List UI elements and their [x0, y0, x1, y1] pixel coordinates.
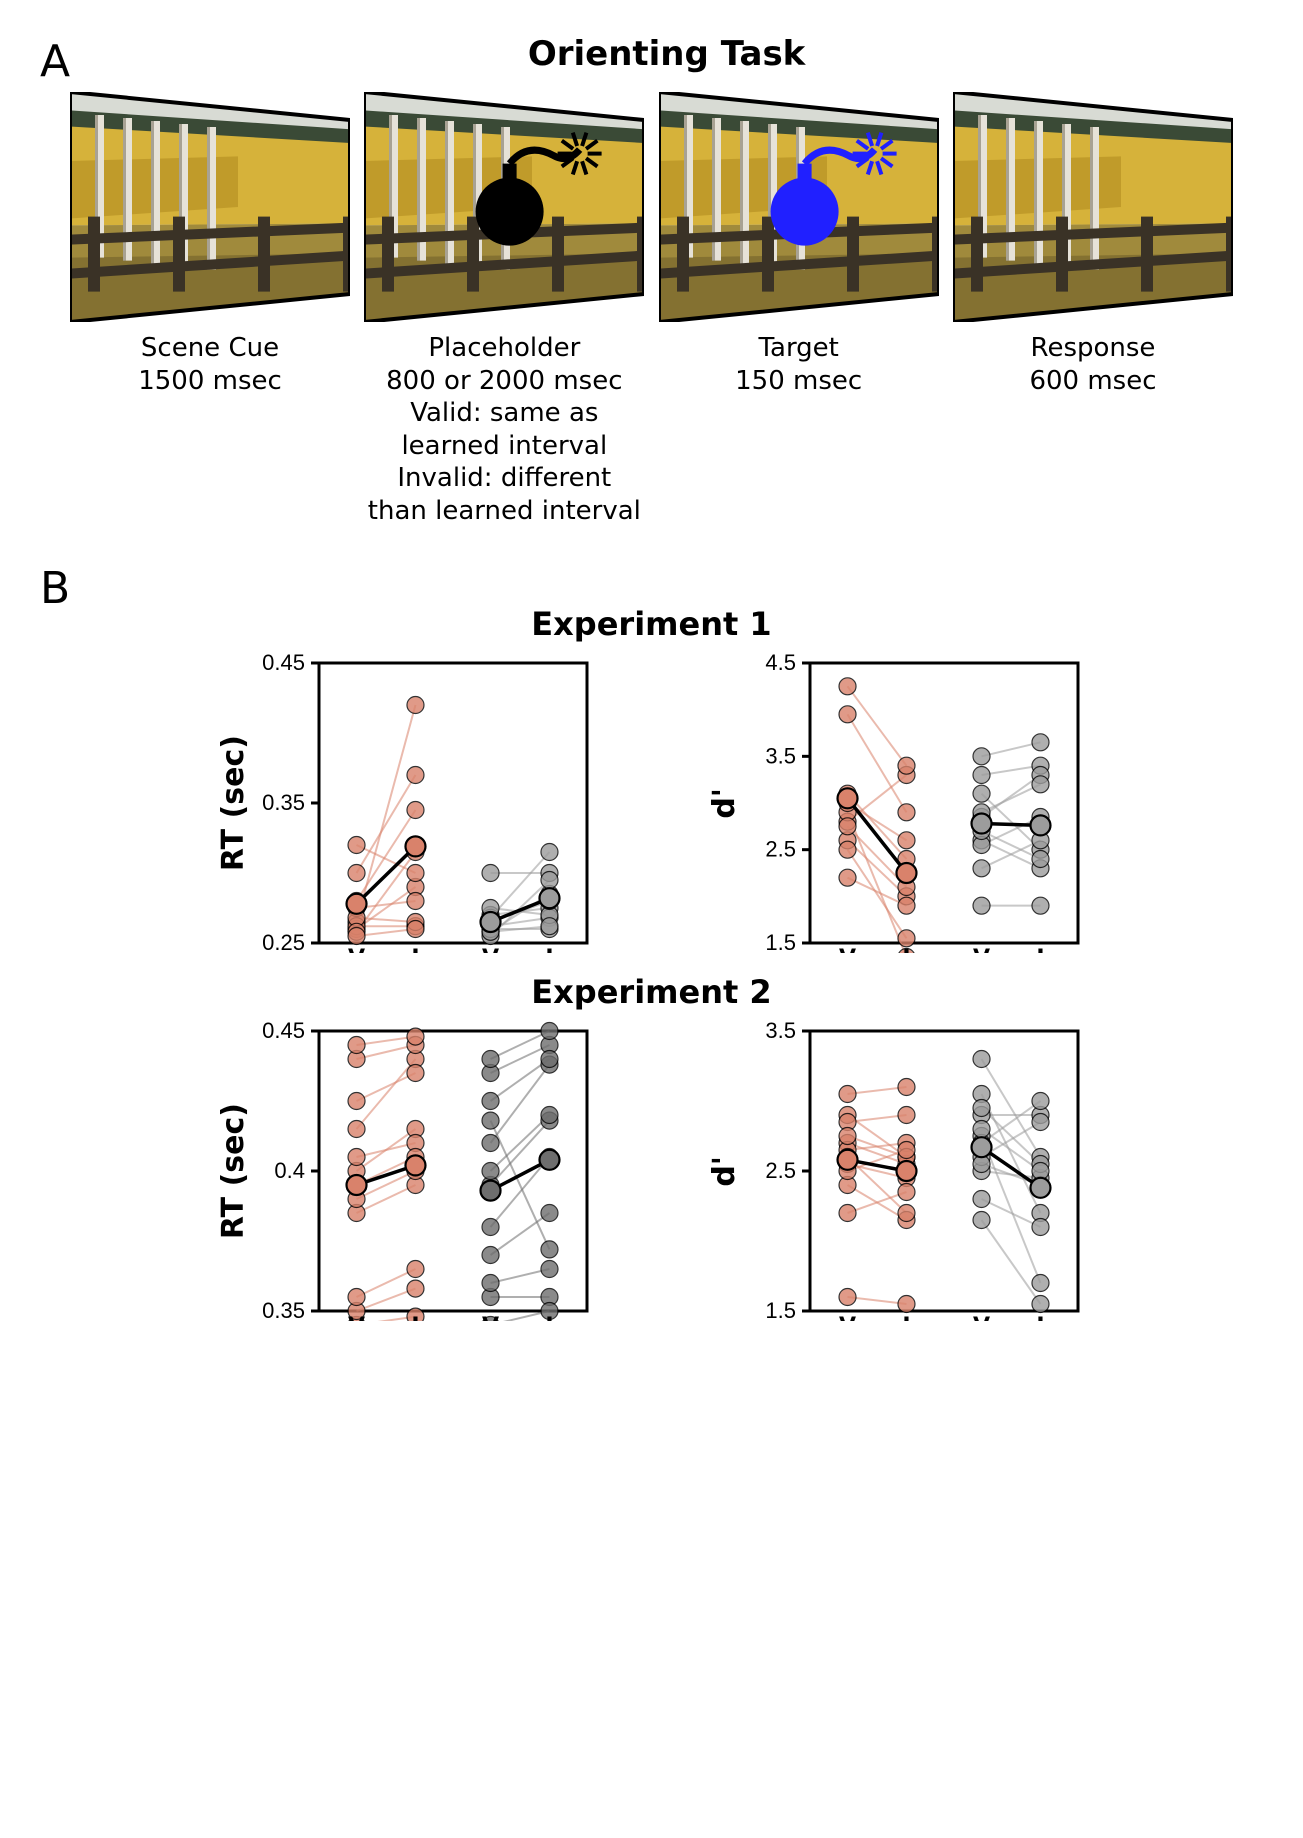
- task-frame-0: Scene Cue1500 msec: [70, 92, 350, 397]
- task-frames: Scene Cue1500 msecPlaceholder800 or 2000…: [70, 92, 1233, 527]
- chart-row: RT (sec)0.350.40.45VIVIShortLongd'1.52.5…: [40, 1021, 1263, 1321]
- svg-text:3.5: 3.5: [765, 743, 796, 768]
- chart-svg: 0.250.350.45VIVIShortLong: [257, 653, 597, 953]
- experiment-block-2: Experiment 2RT (sec)0.350.40.45VIVIShort…: [40, 973, 1263, 1321]
- svg-text:I: I: [1036, 946, 1044, 953]
- dp-chart: d'1.52.53.5VIVIShortLong: [707, 1021, 1088, 1321]
- frame-caption: Scene Cue1500 msec: [70, 332, 350, 397]
- svg-text:V: V: [839, 1314, 856, 1321]
- chart-svg: 1.52.53.5VIVIShortLong: [748, 1021, 1088, 1321]
- svg-text:0.25: 0.25: [262, 930, 305, 953]
- svg-text:I: I: [411, 946, 419, 953]
- y-axis-label: d': [707, 1156, 742, 1187]
- svg-text:0.35: 0.35: [262, 790, 305, 815]
- frame-caption: Target150 msec: [659, 332, 939, 397]
- dp-chart: d'1.52.53.54.5VIVIShortLong: [707, 653, 1088, 953]
- svg-text:0.45: 0.45: [262, 1021, 305, 1043]
- svg-text:V: V: [839, 946, 856, 953]
- svg-text:I: I: [545, 1314, 553, 1321]
- y-axis-label: RT (sec): [216, 735, 251, 871]
- svg-text:V: V: [973, 946, 990, 953]
- svg-text:3.5: 3.5: [765, 1021, 796, 1043]
- svg-text:I: I: [1036, 1314, 1044, 1321]
- svg-text:V: V: [348, 946, 365, 953]
- frame-caption: Response600 msec: [953, 332, 1233, 397]
- svg-text:I: I: [902, 946, 910, 953]
- svg-text:4.5: 4.5: [765, 653, 796, 675]
- panel-a-title: Orienting Task: [70, 34, 1263, 74]
- svg-text:1.5: 1.5: [765, 930, 796, 953]
- y-axis-label: RT (sec): [216, 1103, 251, 1239]
- svg-text:V: V: [348, 1314, 365, 1321]
- panel-a: A Orienting Task Scene Cue1500 msecPlace…: [40, 40, 1263, 527]
- figure: A Orienting Task Scene Cue1500 msecPlace…: [0, 0, 1303, 1401]
- experiment-title: Experiment 2: [40, 973, 1263, 1011]
- rt-chart: RT (sec)0.250.350.45VIVIShortLong: [216, 653, 597, 953]
- svg-text:0.45: 0.45: [262, 653, 305, 675]
- svg-text:0.35: 0.35: [262, 1298, 305, 1321]
- panel-a-label: A: [40, 40, 70, 84]
- svg-text:1.5: 1.5: [765, 1298, 796, 1321]
- svg-text:I: I: [545, 946, 553, 953]
- chart-svg: 1.52.53.54.5VIVIShortLong: [748, 653, 1088, 953]
- experiment-title: Experiment 1: [40, 605, 1263, 643]
- svg-text:V: V: [973, 1314, 990, 1321]
- rt-chart: RT (sec)0.350.40.45VIVIShortLong: [216, 1021, 597, 1321]
- experiment-block-1: Experiment 1RT (sec)0.250.350.45VIVIShor…: [40, 605, 1263, 953]
- task-frame-1: Placeholder800 or 2000 msecValid: same a…: [364, 92, 644, 527]
- svg-text:I: I: [902, 1314, 910, 1321]
- frame-caption: Placeholder800 or 2000 msecValid: same a…: [364, 332, 644, 527]
- svg-text:2.5: 2.5: [765, 837, 796, 862]
- chart-svg: 0.350.40.45VIVIShortLong: [257, 1021, 597, 1321]
- task-frame-2: Target150 msec: [659, 92, 939, 397]
- svg-text:V: V: [482, 946, 499, 953]
- svg-text:V: V: [482, 1314, 499, 1321]
- task-frame-3: Response600 msec: [953, 92, 1233, 397]
- chart-row: RT (sec)0.250.350.45VIVIShortLongd'1.52.…: [40, 653, 1263, 953]
- svg-text:0.4: 0.4: [274, 1158, 305, 1183]
- y-axis-label: d': [707, 788, 742, 819]
- svg-text:I: I: [411, 1314, 419, 1321]
- svg-text:2.5: 2.5: [765, 1158, 796, 1183]
- panel-b: B Experiment 1RT (sec)0.250.350.45VIVISh…: [40, 567, 1263, 1321]
